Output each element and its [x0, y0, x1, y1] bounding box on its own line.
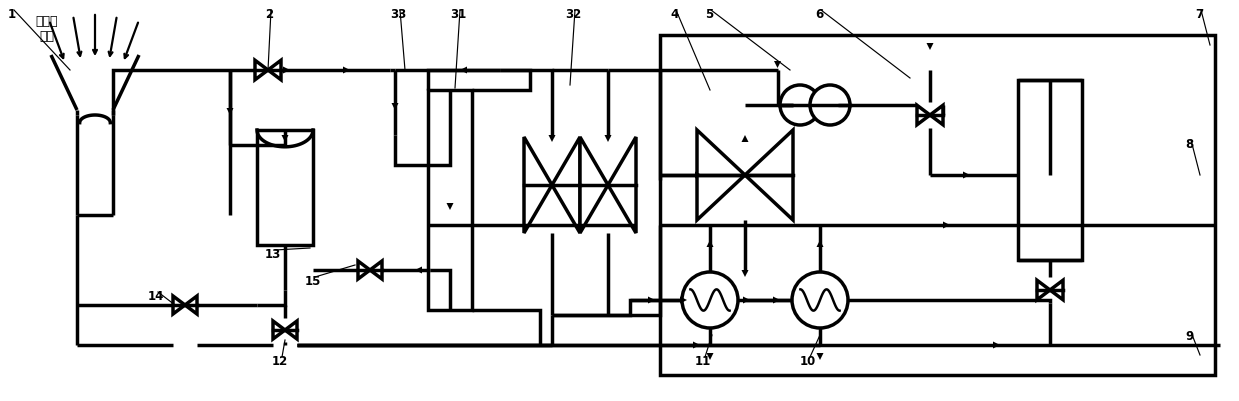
- Polygon shape: [706, 353, 714, 360]
- Polygon shape: [415, 267, 422, 273]
- Polygon shape: [927, 43, 933, 50]
- Polygon shape: [745, 130, 793, 220]
- Text: 1: 1: [7, 8, 16, 21]
- Polygon shape: [273, 321, 285, 339]
- Text: 5: 5: [705, 8, 714, 21]
- Bar: [427, 90, 472, 310]
- Polygon shape: [392, 103, 399, 110]
- Polygon shape: [680, 296, 686, 304]
- Polygon shape: [1049, 280, 1063, 300]
- Text: 10: 10: [800, 355, 817, 368]
- Circle shape: [810, 85, 850, 125]
- Polygon shape: [605, 135, 612, 142]
- Polygon shape: [460, 67, 467, 73]
- Text: 14: 14: [147, 290, 165, 303]
- Polygon shape: [268, 60, 281, 80]
- Polygon shape: [930, 105, 943, 125]
- Polygon shape: [1037, 280, 1049, 300]
- Polygon shape: [648, 296, 655, 304]
- Polygon shape: [524, 137, 553, 233]
- Text: 6: 6: [815, 8, 823, 21]
- Text: 32: 32: [565, 8, 581, 21]
- Text: 2: 2: [265, 8, 273, 21]
- Polygon shape: [173, 296, 185, 314]
- Polygon shape: [741, 270, 748, 277]
- Polygon shape: [695, 172, 703, 178]
- Polygon shape: [963, 172, 970, 178]
- Polygon shape: [992, 342, 1000, 348]
- Text: 31: 31: [450, 8, 466, 21]
- Text: 聚焦太
阳光: 聚焦太 阳光: [36, 15, 58, 43]
- Text: 4: 4: [670, 8, 678, 21]
- Polygon shape: [227, 108, 233, 115]
- Polygon shape: [370, 261, 382, 279]
- Circle shape: [781, 85, 820, 125]
- Polygon shape: [282, 67, 290, 73]
- Polygon shape: [608, 137, 636, 233]
- Text: 33: 33: [390, 8, 406, 21]
- Polygon shape: [185, 296, 197, 314]
- Polygon shape: [817, 240, 824, 247]
- Polygon shape: [774, 61, 781, 68]
- Polygon shape: [285, 321, 297, 339]
- Bar: [1018, 80, 1082, 260]
- Polygon shape: [943, 221, 950, 229]
- Polygon shape: [693, 342, 700, 348]
- Polygon shape: [281, 135, 289, 142]
- Polygon shape: [773, 296, 781, 304]
- Text: 15: 15: [305, 275, 321, 288]
- Polygon shape: [580, 137, 608, 233]
- Text: 12: 12: [273, 355, 289, 368]
- Polygon shape: [706, 240, 714, 247]
- Bar: [256, 130, 313, 245]
- Circle shape: [681, 272, 738, 328]
- Polygon shape: [553, 137, 580, 233]
- Circle shape: [792, 272, 847, 328]
- Polygon shape: [446, 203, 453, 210]
- Polygon shape: [817, 353, 824, 360]
- Polygon shape: [549, 135, 555, 142]
- Bar: [660, 35, 1215, 375]
- Polygon shape: [255, 60, 268, 80]
- Polygon shape: [343, 67, 349, 73]
- Text: 7: 7: [1194, 8, 1203, 21]
- Text: 13: 13: [265, 248, 281, 261]
- Text: 9: 9: [1184, 330, 1193, 343]
- Polygon shape: [698, 130, 745, 220]
- Polygon shape: [917, 105, 930, 125]
- Text: 8: 8: [1184, 138, 1193, 151]
- Text: 11: 11: [695, 355, 711, 368]
- Polygon shape: [743, 296, 750, 304]
- Polygon shape: [741, 135, 748, 142]
- Polygon shape: [358, 261, 370, 279]
